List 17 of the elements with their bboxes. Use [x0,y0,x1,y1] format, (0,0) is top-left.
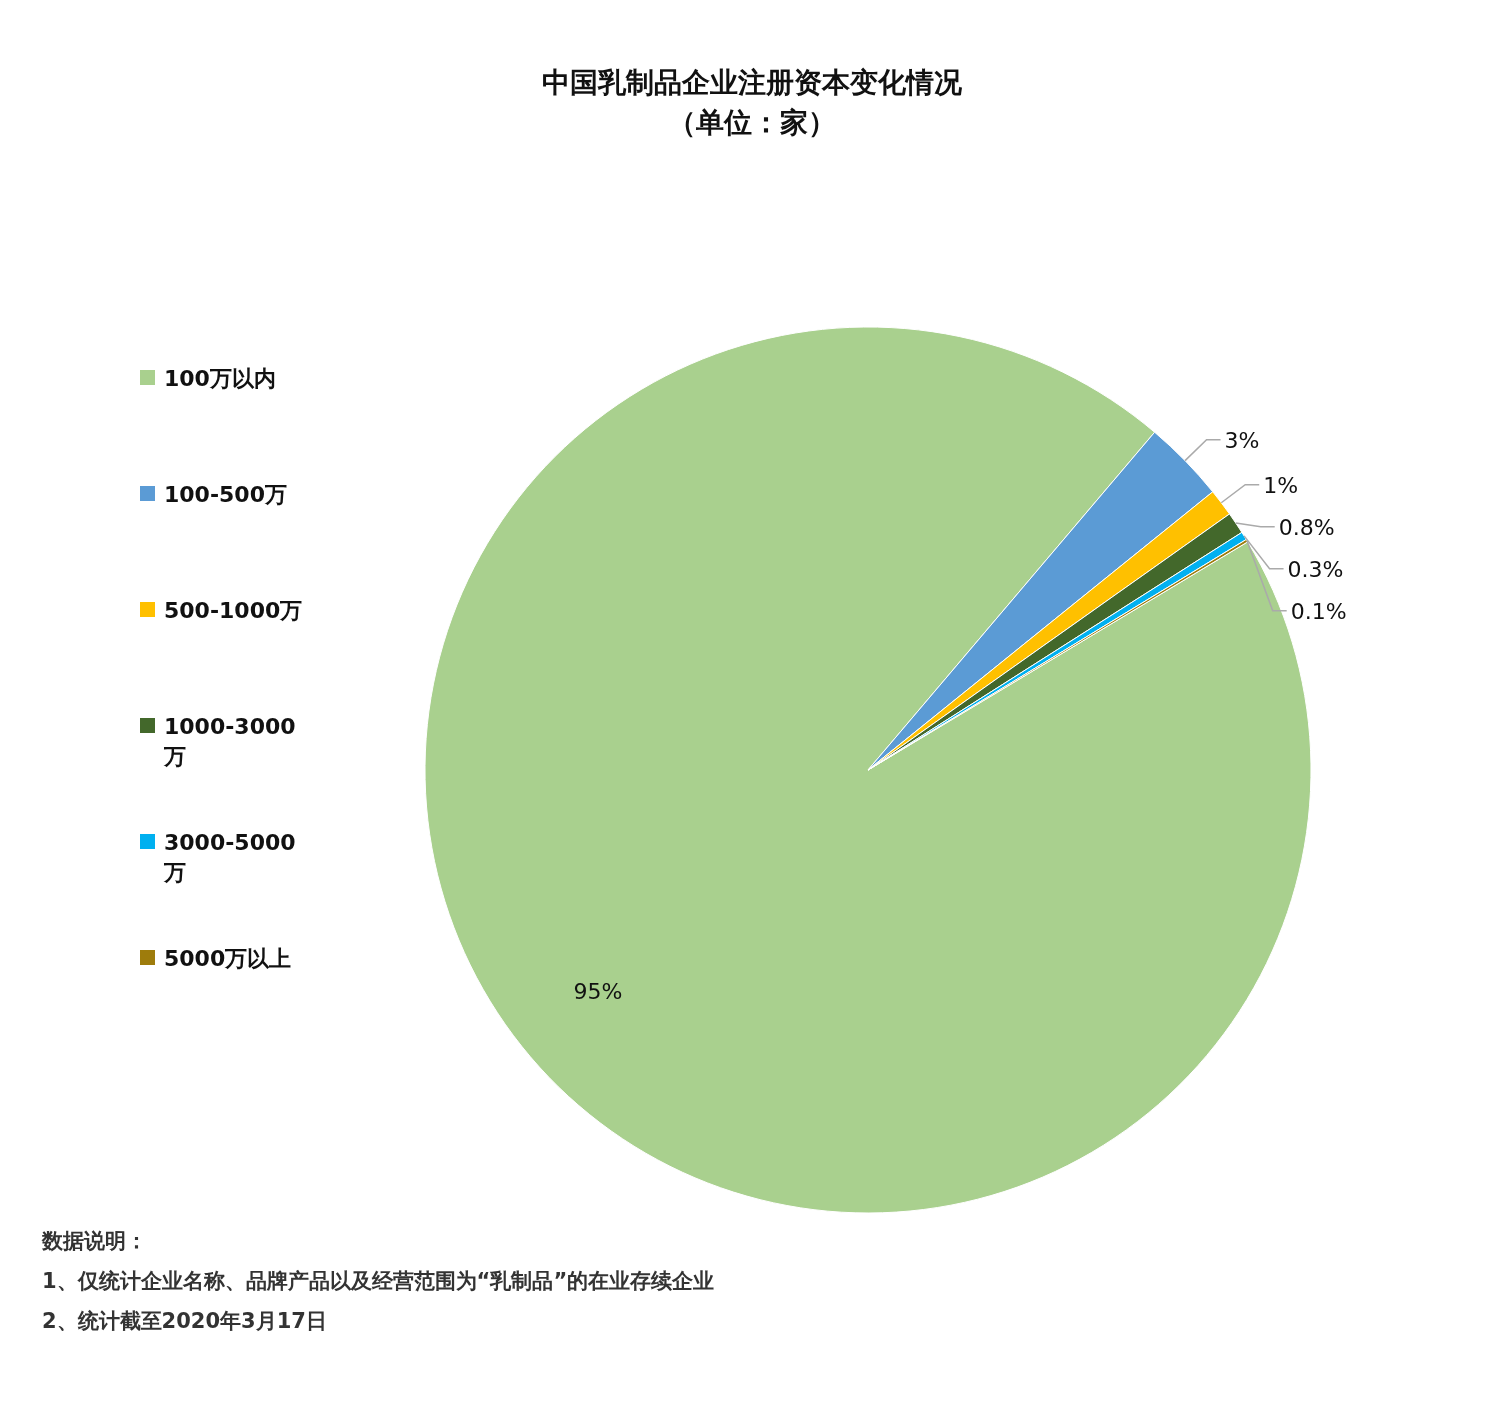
data-label: 95% [573,979,623,1005]
chart-title: 中国乳制品企业注册资本变化情况 [542,66,963,99]
legend-label: 3000-5000万 [163,830,296,885]
data-label: 0.8% [1278,514,1335,540]
data-label: 0.3% [1287,556,1344,582]
legend-label: 5000万以上 [164,946,292,971]
data-label: 1% [1263,472,1299,498]
legend-label: 500-1000万 [164,598,303,623]
text: 1、仅统计企业名称、品牌产品以及经营范围为“乳制品”的在业存续企业 [42,1269,715,1293]
text: 2、统计截至2020年3月17日 [42,1309,327,1333]
legend-label: 100-500万 [164,482,287,507]
legend-label: 100万以内 [164,366,276,391]
data-label: 0.1% [1290,598,1347,624]
text: 数据说明： [41,1229,147,1253]
legend-label: 1000-3000万 [163,714,296,769]
data-label: 3% [1224,427,1260,453]
chart-subtitle: （单位：家） [668,106,836,139]
